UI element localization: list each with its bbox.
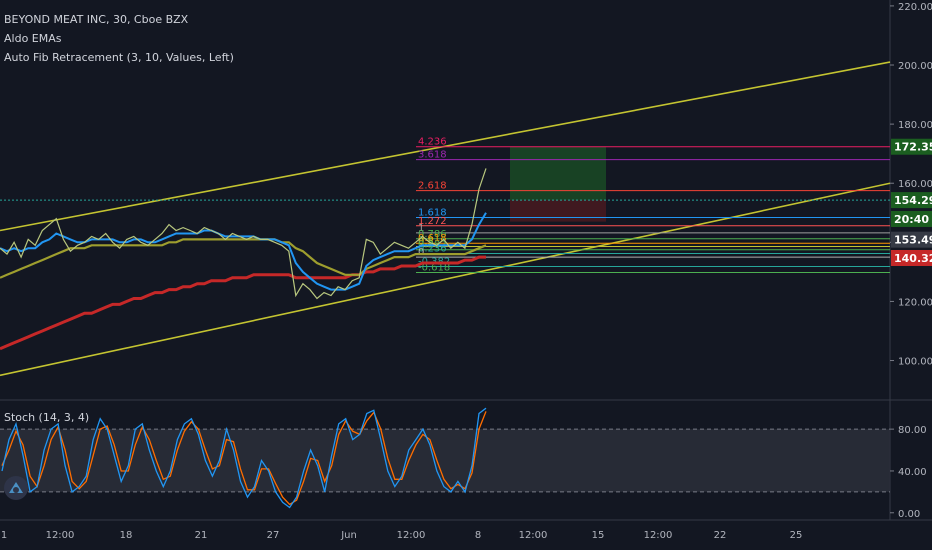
- price-tag: 172.35: [891, 138, 932, 155]
- price-tag-value: 154.29: [894, 194, 932, 207]
- fib-label: 0.236: [418, 244, 447, 255]
- time-tick-label: 12:00: [397, 530, 426, 541]
- time-tick-label: 27: [267, 530, 280, 541]
- price-tag: 154.29: [891, 192, 932, 209]
- price-tag: 153.49: [891, 231, 932, 248]
- price-tick-label: 220.00: [898, 2, 932, 13]
- fib-label: 4.236: [418, 137, 447, 148]
- indicator-fib-label[interactable]: Auto Fib Retracement (3, 10, Values, Lef…: [4, 51, 234, 64]
- price-tag-bg: [891, 192, 932, 209]
- time-tick-label: 25: [790, 530, 803, 541]
- chart-legend: BEYOND MEAT INC, 30, Cboe BZX Aldo EMAs …: [4, 10, 234, 67]
- fib-label: 1: [418, 223, 424, 234]
- price-axis[interactable]: 220.00200.00180.00160.00140.00120.00100.…: [890, 2, 932, 520]
- channel-line-lower: [0, 182, 891, 377]
- stoch-tick-label: 80.00: [898, 425, 927, 436]
- price-tick-label: 100.00: [898, 357, 932, 368]
- stoch-tick-label: 40.00: [898, 467, 927, 478]
- symbol-title[interactable]: BEYOND MEAT INC, 30, Cboe BZX: [4, 13, 189, 26]
- time-tick-label: 15: [592, 530, 605, 541]
- fib-label: 1.618: [418, 208, 447, 219]
- price-tick-label: 180.00: [898, 120, 932, 131]
- price-tag-value: 172.35: [894, 141, 932, 154]
- stoch-k-line: [1, 407, 487, 509]
- price-tag-value: 140.32: [894, 252, 932, 265]
- series-ema-mid: [0, 238, 487, 279]
- price-tag-bg: [891, 249, 932, 266]
- time-tick-label: 12:00: [519, 530, 548, 541]
- time-tick-label: Jun: [340, 530, 357, 541]
- fib-label: 0.5: [418, 236, 434, 247]
- price-tag-value: 20:40: [894, 213, 929, 226]
- fib-label: 1.272: [418, 216, 447, 227]
- price-series: [0, 168, 487, 351]
- price-tick-label: 120.00: [898, 297, 932, 308]
- series-price: [0, 168, 487, 300]
- position-box: [510, 146, 606, 222]
- price-tick-label: 200.00: [898, 61, 932, 72]
- stoch-pane: [0, 407, 890, 509]
- fib-levels: 4.236 3.618 2.618 1.6181.27210.7860.6180.50…: [0, 137, 890, 273]
- fib-label: 0: [418, 247, 424, 258]
- time-tick-label: 1: [1, 530, 7, 541]
- fib-label: 0.618: [418, 233, 447, 244]
- price-tag-bg: [891, 210, 932, 227]
- fib-label: 2.618: [418, 181, 447, 192]
- stop-zone: [510, 200, 606, 222]
- fib-label: -0.618: [418, 262, 450, 273]
- time-tick-label: 18: [120, 530, 133, 541]
- time-tick-label: 8: [475, 530, 481, 541]
- price-tag-bg: [891, 231, 932, 248]
- time-axis[interactable]: 1 12:00 18 21 27 Jun 12:00 8 12:00 15 12:00 22 25: [1, 530, 803, 541]
- stoch-d-line: [1, 411, 487, 506]
- series-ema-long: [0, 255, 486, 351]
- time-tick-label: 21: [195, 530, 208, 541]
- price-tag-bg: [891, 138, 932, 155]
- target-zone: [510, 146, 606, 201]
- time-tick-label: 12:00: [644, 530, 673, 541]
- price-tick-label: 160.00: [898, 179, 932, 190]
- price-tag: 20:40: [891, 210, 932, 227]
- indicator-ema-label[interactable]: Aldo EMAs: [4, 32, 62, 45]
- time-tick-label: 12:00: [46, 530, 75, 541]
- price-tag-value: 153.49: [894, 234, 932, 247]
- fib-label: 3.618: [418, 150, 447, 161]
- tradingview-logo-icon[interactable]: [4, 476, 28, 500]
- time-tick-label: 22: [714, 530, 727, 541]
- series-ema-fast: [0, 212, 487, 291]
- price-tag: 140.32: [891, 249, 932, 266]
- stoch-label[interactable]: Stoch (14, 3, 4): [4, 411, 90, 424]
- stoch-tick-label: 0.00: [898, 509, 920, 520]
- fib-label: 0.786: [418, 229, 447, 240]
